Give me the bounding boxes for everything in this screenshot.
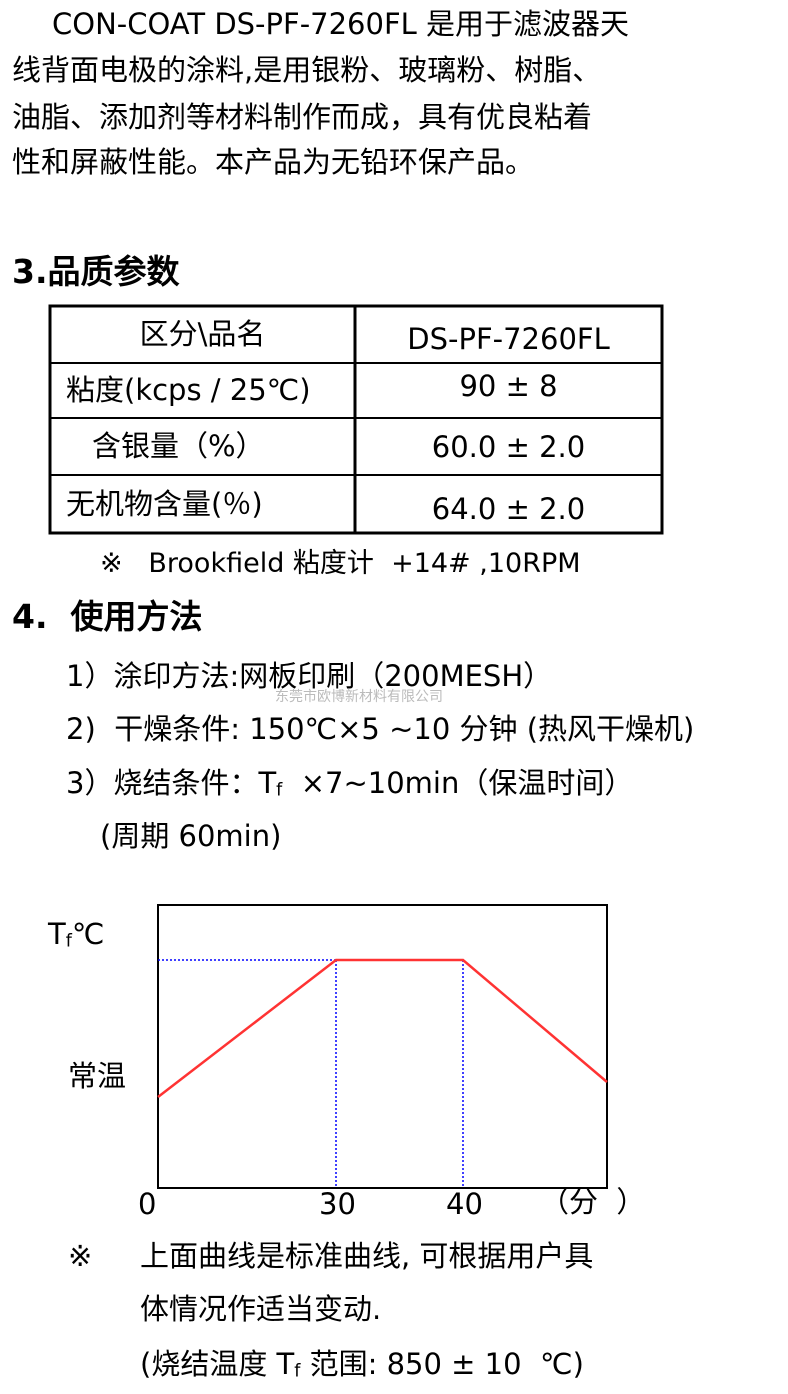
y-label: Tf℃ — [48, 920, 104, 951]
table-cell: 粘度(kcps / 25℃) — [66, 373, 311, 407]
table-cell: 无机物含量(％) — [66, 487, 263, 521]
label-text: T — [48, 917, 66, 951]
note-text: (烧结温度 T — [140, 1347, 295, 1381]
table-header: DS-PF-7260FL — [407, 322, 610, 356]
x-label: 30 — [319, 1187, 356, 1221]
step-text: 3）烧结条件：T — [66, 766, 277, 800]
step: 3）烧结条件：Tf ×7~10min（保温时间） — [66, 769, 633, 800]
subscript: f — [65, 931, 72, 952]
subscript: f — [276, 780, 283, 801]
x-unit: （分 ） — [540, 1185, 646, 1219]
guide-lines — [158, 959, 464, 1188]
note-text: 范围: 850 ± 10 ℃) — [300, 1347, 584, 1381]
table-cell: 60.0 ± 2.0 — [431, 430, 586, 464]
step: 2) 干燥条件: 150℃×5 ~10 分钟 (热风干燥机) — [66, 712, 695, 746]
table-cell: 64.0 ± 2.0 — [431, 492, 586, 526]
table-cell: 90 ± 8 — [459, 369, 558, 403]
section-title: 4. 使用方法 — [12, 597, 203, 636]
subscript: f — [294, 1361, 301, 1382]
intro-line: 性和屏蔽性能。本产品为无铅环保产品。 — [12, 145, 535, 179]
table-note: ※ Brookfield 粘度计 +14# ,10RPM — [100, 548, 581, 579]
step: 1）涂印方法:网板印刷（200MESH） — [66, 659, 553, 693]
table-cell: 含银量（%） — [92, 429, 265, 463]
intro-line: CON-COAT DS-PF-7260FL 是用于滤波器天 — [52, 7, 630, 41]
note-mark: ※ — [68, 1239, 93, 1273]
label-text: ℃ — [71, 917, 105, 951]
note-line: 体情况作适当变动. — [140, 1292, 382, 1326]
x-label: 40 — [446, 1187, 483, 1221]
watermark: 东莞市欧博新材料有限公司 — [275, 689, 443, 705]
intro-line: 油脂、添加剂等材料制作而成，具有优良粘着 — [12, 100, 593, 134]
x-label: 0 — [138, 1187, 157, 1221]
step-text: ×7~10min（保温时间） — [282, 766, 634, 800]
table-frame — [48, 304, 664, 535]
temperature-curve — [157, 958, 608, 1098]
table-header: 区分\品名 — [139, 317, 266, 351]
diagram-frame — [157, 904, 608, 1189]
intro-line: 线背面电极的涂料,是用银粉、玻璃粉、树脂、 — [12, 53, 602, 87]
note-line: 上面曲线是标准曲线, 可根据用户具 — [140, 1239, 594, 1273]
step-note: (周期 60min) — [100, 819, 282, 853]
note-line: (烧结温度 Tf 范围: 850 ± 10 ℃) — [140, 1350, 584, 1381]
y-label: 常温 — [68, 1059, 127, 1093]
section-title: 3.品质参数 — [12, 252, 180, 291]
